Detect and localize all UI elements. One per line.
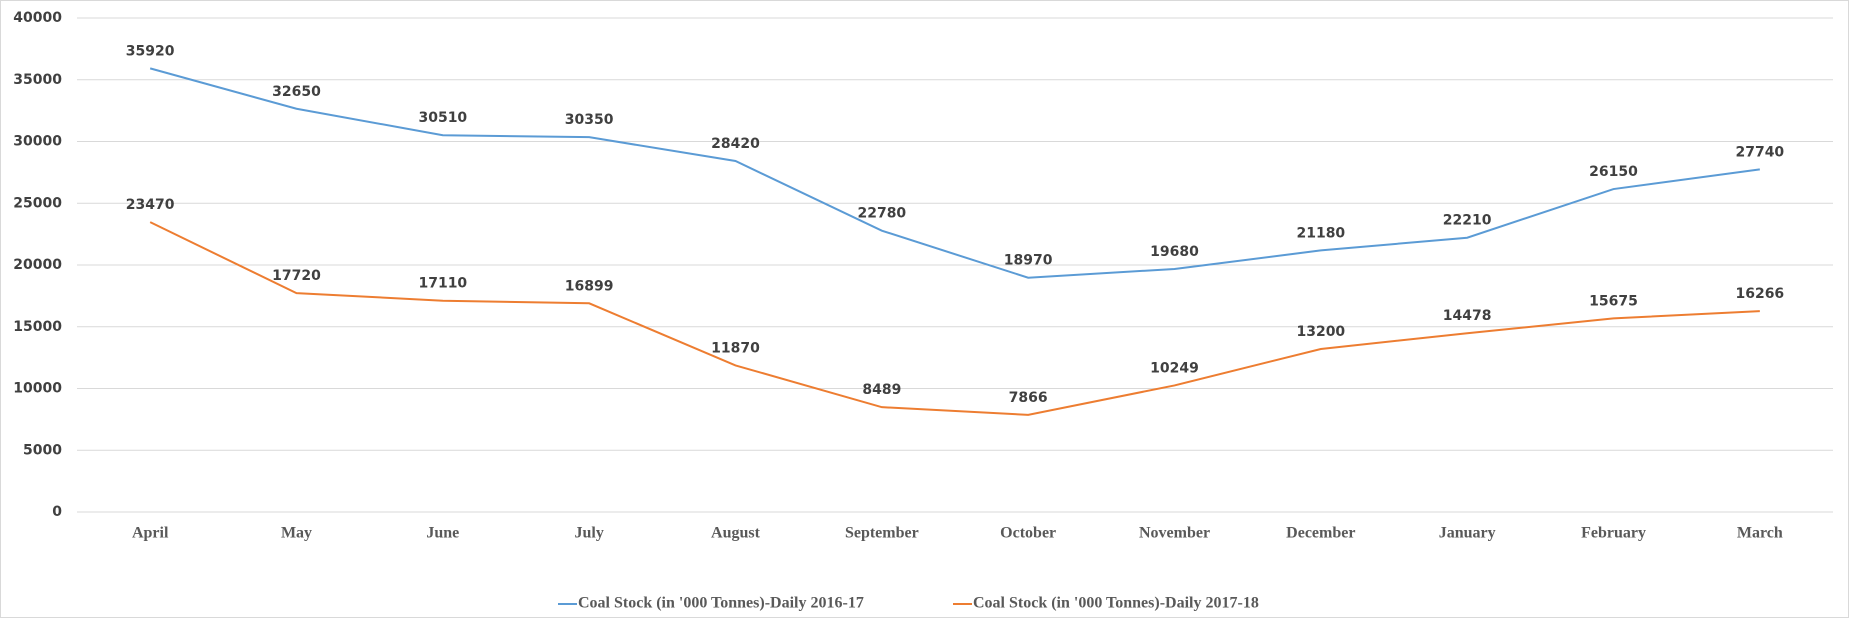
data-label: 10249 [1150,360,1199,376]
x-tick-label: May [281,525,312,542]
x-tick-label: March [1737,525,1783,542]
x-tick-label: June [426,525,459,542]
y-tick-label: 20000 [13,257,62,273]
series-line [149,221,1760,416]
y-tick-label: 40000 [13,10,62,26]
x-tick-label: October [1000,525,1056,542]
data-label: 30510 [418,110,467,126]
data-label: 16266 [1735,286,1784,302]
y-tick-label: 15000 [13,319,62,335]
data-label: 14478 [1443,308,1492,324]
data-label: 7866 [1009,390,1048,406]
y-tick-label: 35000 [13,72,62,88]
data-label: 30350 [565,112,614,128]
data-label: 11870 [711,340,760,356]
y-tick-label: 30000 [13,134,62,150]
y-tick-label: 10000 [13,381,62,397]
data-label: 22210 [1443,213,1492,229]
data-label: 8489 [862,382,901,398]
data-label: 13200 [1296,324,1345,340]
data-label: 17720 [272,268,321,284]
data-label: 17110 [418,276,467,292]
x-tick-label: January [1439,525,1496,542]
data-label: 15675 [1589,293,1638,309]
x-tick-label: April [132,525,169,542]
series-line [149,67,1760,279]
data-label: 21180 [1296,225,1345,241]
x-tick-label: February [1581,525,1646,542]
data-label: 35920 [126,43,175,59]
data-label: 18970 [1004,253,1053,269]
legend-label: Coal Stock (in '000 Tonnes)-Daily 2017-1… [973,595,1259,612]
y-tick-label: 5000 [23,442,62,458]
x-tick-label: July [574,525,603,542]
data-label: 27740 [1735,144,1784,160]
data-label: 23470 [126,197,175,213]
legend-label: Coal Stock (in '000 Tonnes)-Daily 2016-1… [578,595,864,612]
data-label: 22780 [857,206,906,222]
y-tick-label: 0 [52,504,62,520]
x-tick-label: August [711,525,761,542]
x-tick-label: September [845,525,919,542]
data-label: 16899 [565,278,614,294]
data-label: 26150 [1589,164,1638,180]
data-label: 28420 [711,136,760,152]
x-tick-label: December [1286,525,1355,542]
data-label: 32650 [272,84,321,100]
y-tick-label: 25000 [13,195,62,211]
x-tick-label: November [1139,525,1210,542]
data-label: 19680 [1150,244,1199,260]
